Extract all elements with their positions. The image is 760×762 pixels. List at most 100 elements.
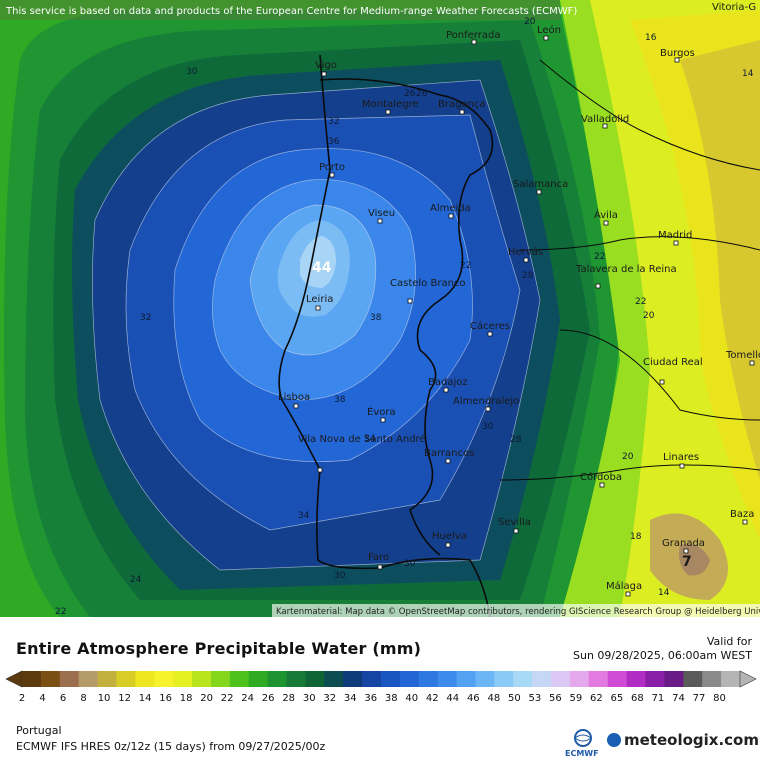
scale-swatch bbox=[116, 671, 136, 687]
contour-label: 22 bbox=[635, 297, 646, 307]
scale-swatch bbox=[513, 671, 533, 687]
scale-tick-label: 68 bbox=[631, 693, 644, 704]
scale-tick-label: 32 bbox=[323, 693, 336, 704]
scale-tick-label: 46 bbox=[467, 693, 480, 704]
border-region-b bbox=[519, 236, 760, 251]
contour-lines bbox=[92, 79, 541, 571]
attribution-bg bbox=[272, 604, 760, 617]
region-label: Portugal bbox=[16, 724, 62, 737]
contour-label: 34 bbox=[298, 511, 310, 521]
scale-swatch bbox=[494, 671, 514, 687]
scale-swatch bbox=[22, 671, 42, 687]
scale-swatch bbox=[569, 671, 590, 687]
city-label: Granada bbox=[662, 538, 705, 549]
scale-swatch bbox=[286, 671, 306, 687]
scale-swatch bbox=[305, 671, 325, 687]
scale-arrow-left bbox=[5, 670, 23, 688]
border-region-c bbox=[559, 329, 760, 421]
scale-tick-label: 36 bbox=[364, 693, 377, 704]
city-label: Almeida bbox=[430, 203, 471, 214]
scale-tick-label: 14 bbox=[139, 693, 152, 704]
contour-label: 30 bbox=[186, 67, 198, 77]
scale-tick-label: 12 bbox=[118, 693, 131, 704]
scale-swatch bbox=[362, 671, 382, 687]
city-label: Castelo Branco bbox=[390, 278, 466, 289]
city-label: Hervás bbox=[508, 246, 543, 258]
contour-label: 26 bbox=[404, 89, 416, 99]
scale-tick-label: 59 bbox=[570, 693, 583, 704]
weather-map[interactable]: This service is based on data and produc… bbox=[0, 0, 760, 617]
city-label: Viseu bbox=[368, 208, 395, 219]
city-label: Baza bbox=[730, 509, 754, 520]
scale-swatch bbox=[664, 671, 684, 687]
scale-tick-label: 24 bbox=[241, 693, 254, 704]
contour-label: 16 bbox=[645, 33, 657, 43]
scale-swatch bbox=[229, 671, 250, 687]
scale-swatch bbox=[399, 671, 420, 687]
scale-tick-label: 10 bbox=[98, 693, 111, 704]
contour-label: 36 bbox=[328, 137, 340, 147]
city-label: Málaga bbox=[606, 580, 642, 592]
contour-label: 38 bbox=[370, 313, 382, 323]
scale-tick-label: 6 bbox=[60, 693, 66, 704]
scale-tick-label: 2 bbox=[19, 693, 25, 704]
scale-tick-label: 48 bbox=[487, 693, 500, 704]
scale-swatch bbox=[192, 671, 212, 687]
contour-labels: 30 32 32 36 38 38 34 34 30 30 30 28 22 2… bbox=[55, 17, 754, 617]
scale-arrow-right bbox=[739, 670, 757, 688]
map-attribution[interactable]: Kartenmaterial: Map data © OpenStreetMap… bbox=[276, 607, 760, 617]
color-scale: 2 4 6 8 10 12 14 16 18 20 22 24 26 28 30 32 34 36 38 40 42 44… bbox=[0, 667, 760, 707]
scale-tick-label: 62 bbox=[590, 693, 603, 704]
scale-tick-label: 44 bbox=[446, 693, 459, 704]
city-label: Bragança bbox=[438, 99, 486, 110]
contour-label: 30 bbox=[334, 571, 346, 581]
border-region-d bbox=[499, 464, 760, 481]
brand-text: meteologix.com bbox=[624, 731, 759, 749]
contour-label: 32 bbox=[140, 313, 151, 323]
contour-label: 22 bbox=[55, 607, 66, 617]
city-labels: Ponferrada León Vigo Burgos Montalegre B… bbox=[278, 2, 760, 592]
city-label: Vigo bbox=[315, 60, 337, 71]
scale-tick-label: 71 bbox=[652, 693, 665, 704]
brand-icon bbox=[607, 733, 621, 747]
scale-tick-label: 28 bbox=[282, 693, 295, 704]
contour-label: 30 bbox=[404, 559, 416, 569]
scale-swatch bbox=[210, 671, 231, 687]
border-pt-es bbox=[319, 78, 494, 556]
city-label: Valladolid bbox=[581, 114, 629, 125]
scale-swatch bbox=[248, 671, 269, 687]
field-east-12 bbox=[680, 40, 760, 480]
city-label: Burgos bbox=[660, 48, 695, 59]
legend-title: Entire Atmosphere Precipitable Water (mm… bbox=[16, 639, 422, 658]
city-label: Cáceres bbox=[470, 320, 510, 332]
brand-link[interactable]: meteologix.com bbox=[607, 731, 759, 749]
scale-swatch bbox=[437, 671, 458, 687]
scale-swatch bbox=[324, 671, 344, 687]
contour-label: 20 bbox=[622, 452, 634, 462]
scale-swatch bbox=[607, 671, 628, 687]
scale-swatch bbox=[551, 671, 571, 687]
scale-swatch bbox=[343, 671, 363, 687]
scale-tick-label: 30 bbox=[303, 693, 316, 704]
border-region-a bbox=[539, 59, 760, 171]
scale-tick-label: 74 bbox=[672, 693, 685, 704]
disclaimer-bg bbox=[0, 0, 560, 20]
scale-tick-label: 26 bbox=[262, 693, 275, 704]
scale-swatch bbox=[173, 671, 193, 687]
ecmwf-logo[interactable]: ECMWF bbox=[563, 728, 603, 758]
scale-tick-label: 4 bbox=[39, 693, 45, 704]
scale-swatch bbox=[78, 671, 99, 687]
city-label: Ponferrada bbox=[446, 30, 500, 41]
contour-label: 22 bbox=[460, 261, 471, 271]
city-label: Córdoba bbox=[580, 471, 622, 483]
city-label: Barrancos bbox=[424, 448, 474, 459]
scale-swatch bbox=[475, 671, 495, 687]
city-label: Porto bbox=[319, 162, 345, 173]
valid-label: Valid for bbox=[706, 635, 752, 648]
scale-tick-label: 34 bbox=[344, 693, 357, 704]
city-label: Vila Nova de Santo André bbox=[298, 433, 426, 445]
contour-label: 24 bbox=[130, 575, 142, 585]
scale-tick-label: 20 bbox=[200, 693, 213, 704]
contour-label: 26 bbox=[416, 89, 428, 99]
city-label: Huelva bbox=[432, 531, 467, 542]
